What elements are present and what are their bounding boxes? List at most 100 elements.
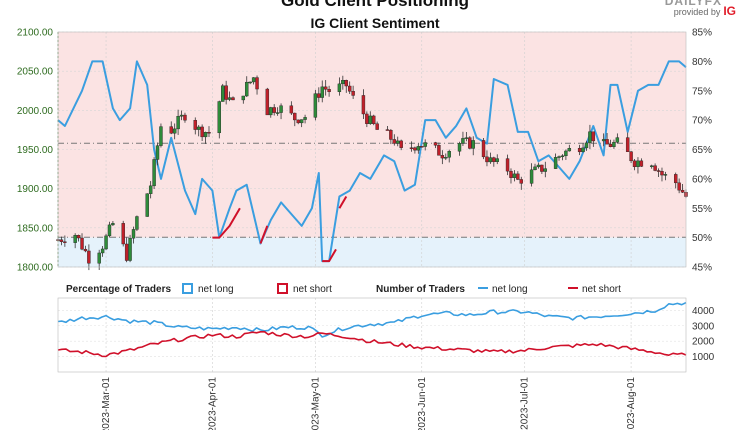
candle-body: [365, 113, 369, 124]
candle-body: [207, 132, 211, 134]
net-short-pct-line: [338, 195, 348, 209]
candle-body: [471, 140, 475, 149]
candle-body: [629, 151, 633, 162]
candle-body: [241, 95, 246, 101]
candle-body: [680, 189, 685, 193]
traders-net-long-line: [57, 301, 687, 338]
candle-body: [413, 147, 417, 151]
candle-body: [464, 137, 469, 139]
price-tick-label: 2100.00: [17, 28, 54, 39]
candle-body: [639, 160, 644, 167]
pct-tick-label: 55%: [692, 204, 712, 215]
candle-body: [444, 157, 448, 159]
candle-body: [361, 95, 366, 115]
candle-body: [656, 170, 661, 172]
candle-body: [323, 86, 328, 90]
candle-body: [80, 237, 84, 250]
candle-body: [440, 155, 445, 159]
candle-body: [461, 138, 465, 144]
candle-body: [533, 166, 537, 171]
candle-body: [591, 131, 596, 142]
candle-body: [155, 145, 160, 160]
candle-body: [275, 112, 280, 114]
pct-tick-label: 65%: [692, 145, 712, 156]
candle-body: [245, 81, 249, 97]
candle-body: [200, 126, 204, 138]
candle-body: [663, 174, 668, 176]
candle-body: [392, 139, 397, 144]
net-short-pct-line: [212, 207, 241, 239]
candle-body: [553, 157, 558, 169]
candle-body: [615, 137, 620, 143]
price-tick-label: 2050.00: [17, 67, 54, 78]
candle-body: [179, 114, 184, 117]
candle-body: [396, 140, 400, 144]
candle-body: [296, 119, 300, 124]
candle-body: [372, 115, 376, 124]
price-tick-label: 1800.00: [17, 263, 54, 274]
traders-panel: 1000 2000 3000 4000 2023-Mar-01 2023-Apr-01 20…: [57, 297, 715, 430]
legend-num-short: net short: [582, 284, 621, 295]
legend-pct-title: Percentage of Traders: [66, 284, 171, 295]
candle-body: [293, 112, 297, 121]
candle-body: [485, 156, 489, 163]
candle-body: [148, 185, 153, 194]
pct-tick-label: 70%: [692, 116, 712, 127]
candle-body: [557, 156, 561, 158]
traders-tick-label: 4000: [692, 306, 715, 317]
pct-tick-label: 80%: [692, 57, 712, 68]
candle-body: [176, 116, 180, 130]
chart-title: Gold Client Positioning: [281, 0, 469, 10]
candle-body: [327, 89, 331, 93]
candle-body: [231, 97, 235, 101]
candle-body: [111, 223, 115, 226]
candle-body: [433, 142, 438, 146]
candle-body: [564, 150, 568, 157]
candle-body: [584, 142, 589, 149]
traders-tick-label: 1000: [692, 352, 715, 363]
candle-body: [313, 93, 318, 118]
price-tick-label: 2000.00: [17, 106, 54, 117]
candle-body: [519, 179, 523, 184]
candle-body: [299, 119, 304, 124]
candle-body: [649, 165, 654, 167]
candle-body: [540, 164, 544, 172]
price-tick-label: 1900.00: [17, 184, 54, 195]
candle-body: [512, 173, 517, 178]
candle-body: [145, 193, 149, 217]
candle-body: [409, 147, 414, 149]
candle-body: [169, 126, 173, 134]
date-tick-label: 2023-May-01: [310, 377, 321, 430]
candle-body: [121, 223, 125, 245]
candle-body: [516, 173, 520, 180]
candle-body: [468, 137, 472, 149]
legend: Percentage of Traders net long net short…: [66, 283, 621, 295]
candle-body: [636, 160, 640, 168]
traders-net-short-line: [57, 330, 687, 358]
traders-tick-label: 3000: [692, 321, 715, 332]
net-long-pct-line: [57, 60, 687, 263]
pct-tick-label: 50%: [692, 233, 712, 244]
candle-body: [128, 237, 132, 261]
brand-wordmark: DAILYFX: [664, 0, 722, 8]
candle-body: [347, 85, 352, 92]
price-panel: 1800.00 1850.00 1900.00 1950.00 2000.00 2050.…: [17, 28, 712, 274]
candle-body: [536, 164, 541, 168]
candle-body: [389, 130, 393, 140]
candle-body: [337, 83, 342, 93]
candle-body: [320, 86, 324, 98]
candle-body: [83, 248, 88, 252]
candle-body: [97, 252, 101, 264]
candle-body: [437, 145, 441, 156]
candle-body: [577, 148, 582, 153]
candle-body: [227, 97, 232, 100]
date-tick-label: 2023-Mar-01: [101, 377, 112, 430]
net-short-pct-line: [259, 225, 269, 244]
ig-logo: IG: [723, 4, 736, 18]
candle-body: [193, 120, 197, 130]
candle-body: [76, 235, 81, 239]
candle-body: [172, 128, 177, 134]
candle-body: [608, 143, 613, 147]
date-tick-label: 2023-Jul-01: [520, 377, 531, 430]
candle-body: [351, 91, 355, 96]
